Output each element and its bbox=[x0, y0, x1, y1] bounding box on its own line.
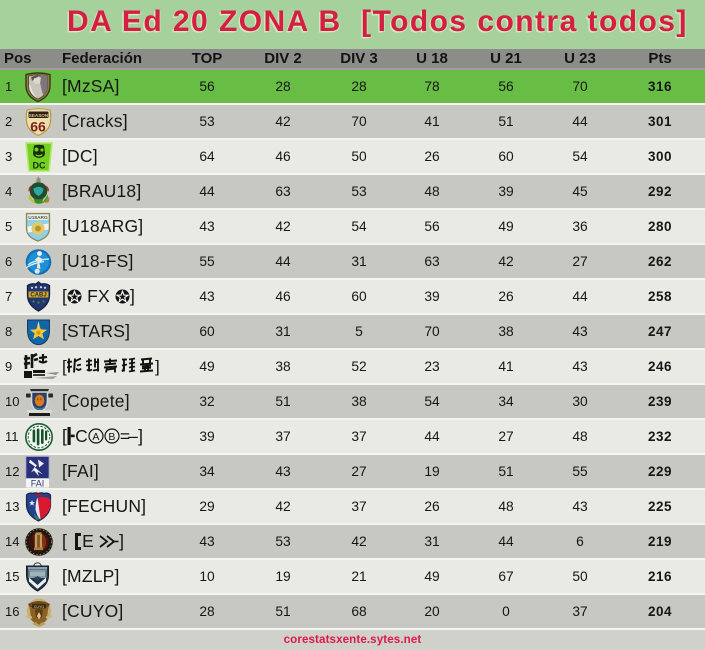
svg-text:CABJ: CABJ bbox=[30, 292, 46, 298]
svg-text:SEASON: SEASON bbox=[29, 112, 49, 117]
svg-text:DC: DC bbox=[33, 160, 46, 170]
svg-text:FAI: FAI bbox=[31, 478, 45, 488]
svg-text:66: 66 bbox=[30, 118, 46, 134]
svg-text:A: A bbox=[92, 431, 99, 443]
svg-text:CUYO: CUYO bbox=[34, 605, 45, 609]
svg-text:U18ARG: U18ARG bbox=[28, 215, 48, 221]
svg-text:B: B bbox=[108, 431, 115, 443]
